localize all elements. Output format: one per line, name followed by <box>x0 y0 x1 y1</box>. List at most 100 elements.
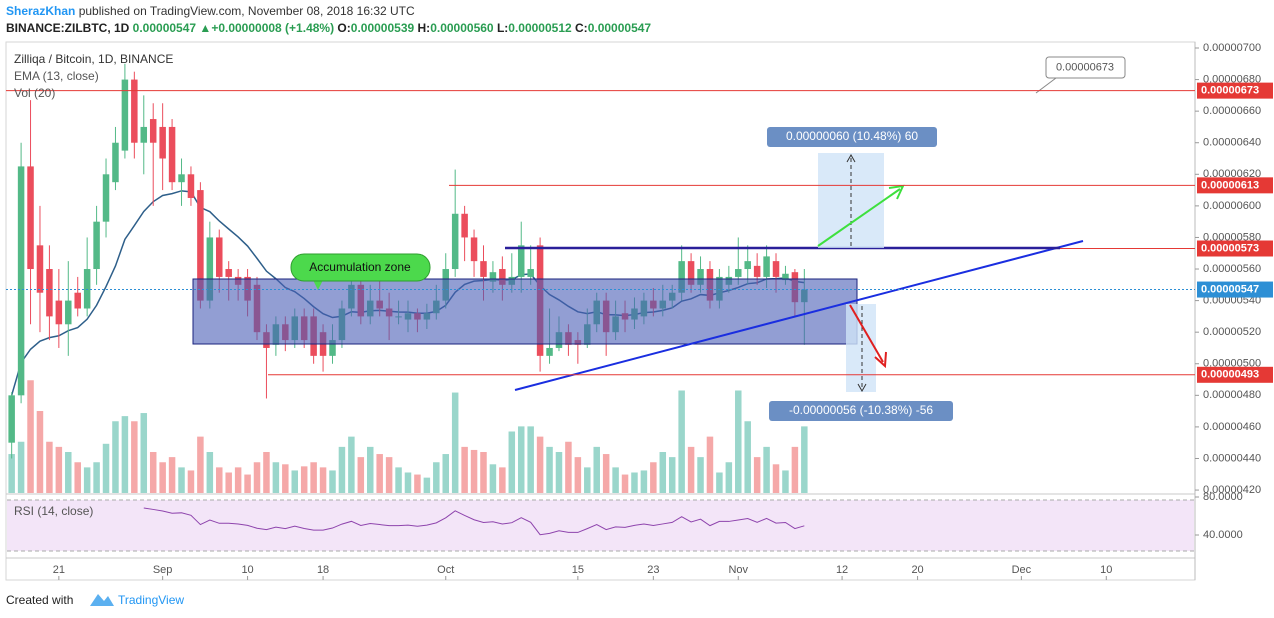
x-tick-label: 21 <box>53 564 65 576</box>
level-label: 0.00000673 <box>1201 85 1259 97</box>
candle-body <box>744 261 751 270</box>
volume-legend: Vol (20) <box>14 86 55 100</box>
volume-bar <box>640 470 648 493</box>
volume-bar <box>470 449 478 493</box>
volume-bar <box>668 457 676 493</box>
candle-body <box>187 174 195 198</box>
accumulation-rect <box>192 278 858 345</box>
rsi-line <box>143 507 805 536</box>
candle-body <box>8 395 15 443</box>
rsi-band <box>7 500 1194 551</box>
axes: 0.00000420 0.00000440 0.00000460 0.00000480… <box>6 42 1273 580</box>
candle-body <box>687 261 695 285</box>
x-tick-label: Dec <box>1012 564 1032 576</box>
x-tick-label: 12 <box>836 564 848 576</box>
candle-body <box>753 265 761 277</box>
candle-body <box>159 126 166 159</box>
level-label: 0.00000613 <box>1201 179 1259 191</box>
short-position <box>846 304 876 392</box>
last-price: 0.00000547 <box>133 21 197 35</box>
ohlc-label: L: <box>497 21 508 35</box>
ohlc-value: 0.00000560 <box>430 21 494 35</box>
candle-body <box>763 256 770 277</box>
level-label: 0.00000573 <box>1201 242 1259 254</box>
candle-body <box>772 261 780 277</box>
volume-bar <box>159 462 166 493</box>
volume-bar <box>291 470 299 493</box>
author: SherazKhan <box>6 4 75 18</box>
candle-body <box>112 142 119 183</box>
volume-bar <box>216 467 223 493</box>
rsi-tick-label: 80.0000 <box>1203 491 1243 503</box>
volume-bar <box>687 446 695 493</box>
candle-body <box>216 237 223 277</box>
y-tick-label: 0.00000640 <box>1203 137 1261 149</box>
candle-body <box>27 166 34 270</box>
published: published on TradingView.com, November 0… <box>79 4 415 18</box>
change: +0.00000008 (+1.48%) <box>211 21 334 35</box>
candle-body <box>489 272 497 282</box>
volume-bar <box>735 390 742 493</box>
volume-bar <box>659 452 667 493</box>
candle-body <box>197 190 204 301</box>
volume-bar <box>83 467 91 493</box>
y-tick-label: 0.00000460 <box>1203 421 1261 433</box>
header-line: SherazKhan published on TradingView.com,… <box>6 4 415 18</box>
candle-body <box>55 300 63 325</box>
candle-body <box>178 174 185 183</box>
volume-bar <box>536 436 544 493</box>
y-tick-label: 0.00000420 <box>1203 484 1261 496</box>
level-tag <box>1197 82 1273 99</box>
volume-bar <box>404 472 412 493</box>
ohlc-label: H: <box>418 21 431 35</box>
volume-bar <box>348 436 355 493</box>
x-tick-label: 10 <box>241 564 253 576</box>
level-label: 0.00000547 <box>1201 283 1259 295</box>
volume-bar <box>480 452 487 493</box>
y-tick-label: 0.00000500 <box>1203 358 1261 370</box>
volume-bar <box>753 457 761 493</box>
candle-body <box>697 269 704 285</box>
volume-bar <box>385 457 393 493</box>
volume-bar <box>517 426 525 493</box>
arrow-head <box>857 383 867 393</box>
symbol: BINANCE:ZILBTC, 1D <box>6 21 130 35</box>
candle-body <box>546 347 553 356</box>
volume-bar <box>602 454 610 493</box>
volume-bar <box>451 392 459 493</box>
x-tick-label: Oct <box>437 564 454 576</box>
long-label-box <box>767 127 937 147</box>
volume-bar <box>112 421 119 493</box>
volume-bar <box>697 457 704 493</box>
zone-label: Accumulation zone <box>309 260 411 274</box>
candle-body <box>74 292 81 309</box>
arrow-head <box>888 184 905 200</box>
y-tick-label: 0.00000520 <box>1203 326 1261 338</box>
candle-body <box>168 126 176 183</box>
y-tick-label: 0.00000700 <box>1203 42 1261 54</box>
ohlc-value: 0.00000539 <box>351 21 415 35</box>
volume-bar <box>8 454 15 493</box>
volume-bar <box>102 443 110 493</box>
ohlc-label: C: <box>575 21 588 35</box>
candle-body <box>149 119 157 143</box>
volume-bar <box>366 446 374 493</box>
volume-bar <box>706 436 714 493</box>
brand-logo <box>90 594 114 606</box>
volume-bar <box>489 464 497 493</box>
footer-created: Created with <box>6 593 73 607</box>
callout-label: 0.00000673 <box>1056 61 1114 73</box>
candle-body <box>499 269 506 285</box>
change-arrow: ▲ <box>199 21 211 35</box>
y-tick-label: 0.00000580 <box>1203 231 1261 243</box>
volume-bar <box>206 452 214 493</box>
y-tick-label: 0.00000480 <box>1203 389 1261 401</box>
candle-body <box>121 79 129 151</box>
candle-body <box>65 300 72 325</box>
y-tick-label: 0.00000680 <box>1203 73 1261 85</box>
candle-body <box>46 269 53 317</box>
volume-bar <box>376 454 383 493</box>
zone-label-box <box>290 253 431 282</box>
volume-bar <box>27 380 34 493</box>
